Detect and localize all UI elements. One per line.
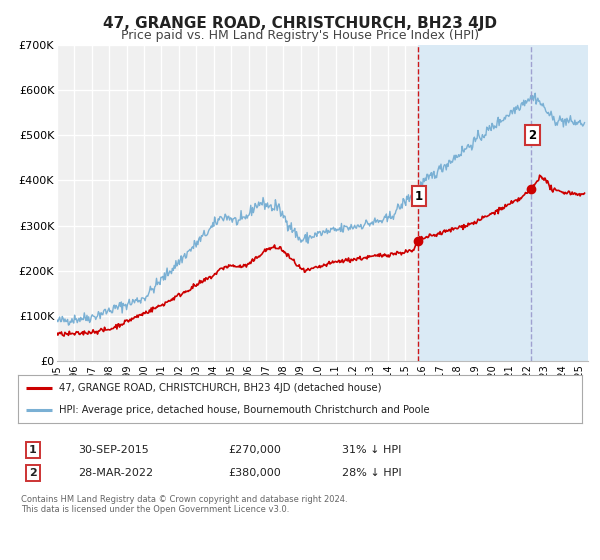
Text: 31% ↓ HPI: 31% ↓ HPI <box>342 445 401 455</box>
Text: £380,000: £380,000 <box>228 468 281 478</box>
Text: £270,000: £270,000 <box>228 445 281 455</box>
Text: Price paid vs. HM Land Registry's House Price Index (HPI): Price paid vs. HM Land Registry's House … <box>121 29 479 42</box>
Text: 2: 2 <box>528 129 536 142</box>
Text: 2: 2 <box>29 468 37 478</box>
Text: Contains HM Land Registry data © Crown copyright and database right 2024.: Contains HM Land Registry data © Crown c… <box>21 495 347 504</box>
Text: 47, GRANGE ROAD, CHRISTCHURCH, BH23 4JD: 47, GRANGE ROAD, CHRISTCHURCH, BH23 4JD <box>103 16 497 31</box>
Text: This data is licensed under the Open Government Licence v3.0.: This data is licensed under the Open Gov… <box>21 505 289 514</box>
Text: 47, GRANGE ROAD, CHRISTCHURCH, BH23 4JD (detached house): 47, GRANGE ROAD, CHRISTCHURCH, BH23 4JD … <box>59 383 381 393</box>
Text: 1: 1 <box>29 445 37 455</box>
Text: 30-SEP-2015: 30-SEP-2015 <box>78 445 149 455</box>
Text: HPI: Average price, detached house, Bournemouth Christchurch and Poole: HPI: Average price, detached house, Bour… <box>59 405 429 415</box>
Text: 28-MAR-2022: 28-MAR-2022 <box>78 468 153 478</box>
Text: 1: 1 <box>415 190 423 203</box>
Bar <box>418 45 588 361</box>
Text: 28% ↓ HPI: 28% ↓ HPI <box>342 468 401 478</box>
